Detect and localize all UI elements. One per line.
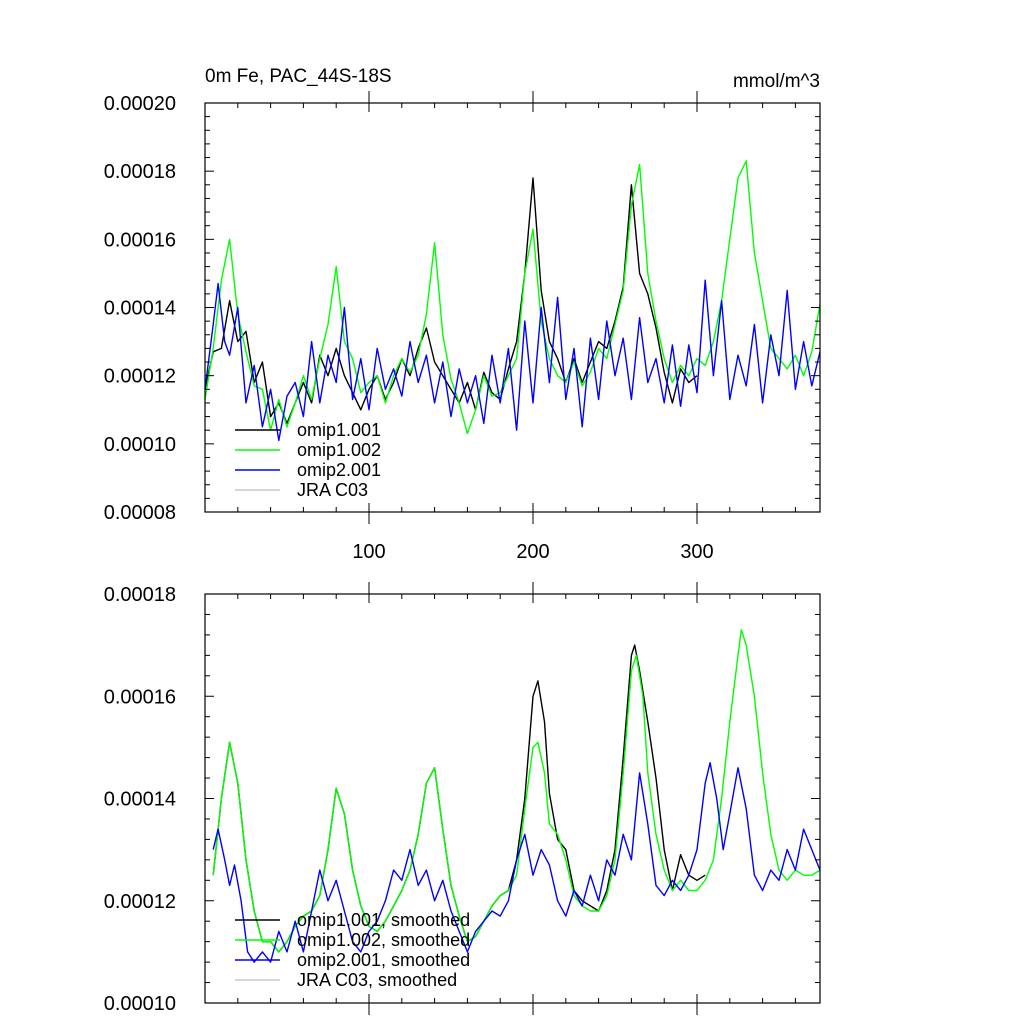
x-tick-label: 100 [352, 541, 385, 563]
legend-label: omip1.002 [297, 440, 381, 460]
top-panel: 0m Fe, PAC_44S-18S mmol/m^3 0.00008 0.000… [104, 66, 821, 563]
y-tick-label: 0.00010 [104, 434, 176, 456]
y-tick-label: 0.00016 [104, 229, 176, 251]
y-tick-label: 0.00016 [104, 686, 176, 708]
series-line-omip1-002 [204, 160, 821, 435]
y-tick-label: 0.00012 [104, 891, 176, 913]
series-line-omip2-001-smoothed [212, 762, 821, 963]
x-tick-label: 200 [516, 541, 549, 563]
legend-label: omip1.002, smoothed [297, 930, 470, 950]
y-tick-label: 0.00018 [104, 161, 176, 183]
y-tick-label: 0.00008 [104, 502, 176, 524]
x-tick-label: 300 [680, 541, 713, 563]
series-line-omip1-002-smoothed [212, 629, 821, 953]
series-line-omip1-001 [204, 177, 698, 425]
legend-label: omip2.001 [297, 460, 381, 480]
y-tick-label: 0.00010 [104, 993, 176, 1015]
legend-label: JRA C03 [297, 480, 368, 500]
y-tick-label: 0.00020 [104, 93, 176, 115]
legend-label: omip1.001, smoothed [297, 910, 470, 930]
y-tick-label: 0.00014 [104, 789, 176, 811]
legend-label: JRA C03, smoothed [297, 970, 457, 990]
legend-label: omip1.001 [297, 420, 381, 440]
y-tick-label: 0.00018 [104, 584, 176, 606]
top-panel-units: mmol/m^3 [733, 71, 820, 92]
series-line-omip1-001-smoothed [212, 644, 706, 953]
y-tick-label: 0.00014 [104, 298, 176, 320]
y-tick-label: 0.00012 [104, 366, 176, 388]
series-line-omip2-001 [204, 279, 821, 442]
bottom-panel: 0.00010 0.00012 0.00014 0.00016 0.00018 omip1… [104, 582, 821, 1015]
top-panel-title: 0m Fe, PAC_44S-18S [205, 66, 392, 87]
legend-label: omip2.001, smoothed [297, 950, 470, 970]
